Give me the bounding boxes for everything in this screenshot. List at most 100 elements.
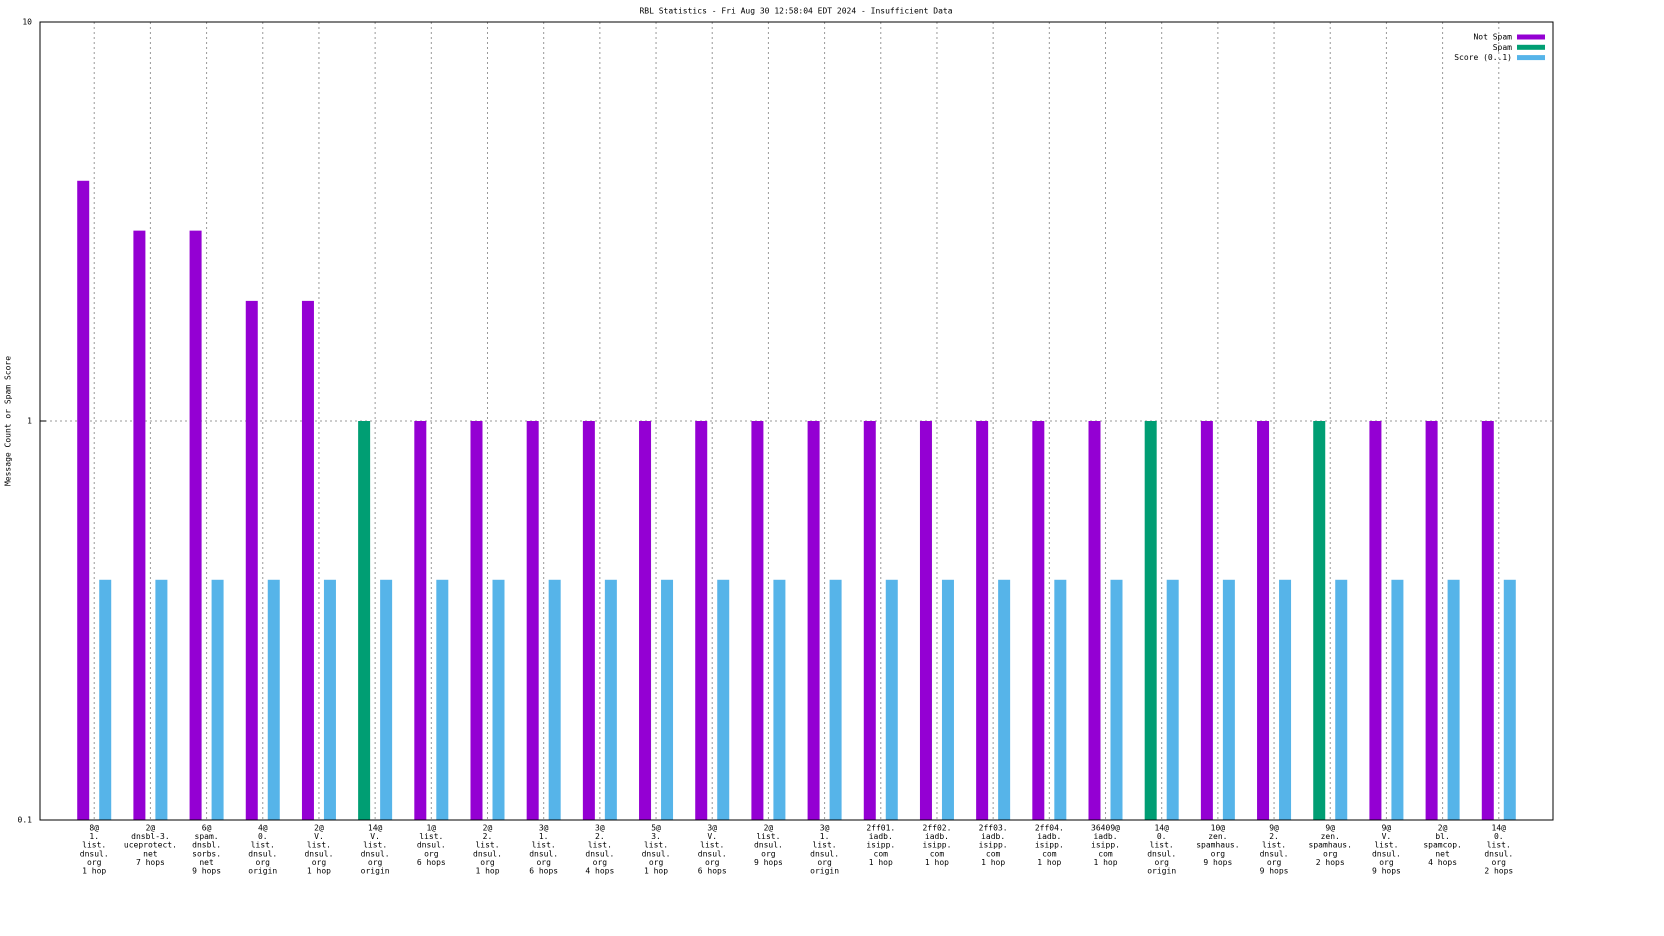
bar [358,421,371,820]
x-tick-label: 8@ [89,824,99,833]
bar [919,421,932,820]
x-tick-label: org [593,858,608,867]
x-tick-label: 3@ [539,824,549,833]
plot-frame [39,21,1554,821]
bar [1335,579,1348,820]
x-tick-label: iadb. [1093,832,1117,841]
x-tick-label: 9 hops [1203,858,1232,867]
x-tick-label: list. [307,841,331,850]
x-tick-label: dnsul. [529,849,558,858]
bar [323,579,336,820]
x-tick-label: org [1211,849,1226,858]
x-tick-label: iadb. [1037,832,1061,841]
x-tick-label: 6@ [202,824,212,833]
x-tick-label: uceprotect. [124,841,177,850]
bar [526,421,539,820]
bar [829,579,842,820]
x-tick-label: origin [248,867,277,876]
x-tick-label: 2ff02. [923,824,952,833]
x-tick-label: list. [1487,841,1511,850]
x-tick-label: spam. [195,832,219,841]
x-tick-label: isipp. [866,841,895,850]
bar [470,421,483,820]
legend-label: Spam [1493,43,1512,52]
x-tick-label: org [536,858,551,867]
x-tick-label: 1 hop [925,858,949,867]
x-tick-label: list. [1374,841,1398,850]
x-tick-label: 1 hop [981,858,1005,867]
bar [1144,421,1157,820]
bar [807,421,820,820]
bar [77,180,90,820]
y-axis-label: Message Count or Spam Score [4,356,13,486]
legend-label: Not Spam [1473,33,1512,42]
x-tick-label: org [256,858,271,867]
bar [267,579,280,820]
x-tick-label: 1 hop [644,867,668,876]
x-tick-label: isipp. [979,841,1008,850]
x-tick-label: 1 hop [82,867,106,876]
x-tick-label: V. [1382,832,1392,841]
x-tick-label: 7 hops [136,858,165,867]
x-tick-label: org [368,858,383,867]
x-tick-label: 14@ [1492,824,1507,833]
bar [436,579,449,820]
x-tick-label: origin [810,867,839,876]
x-tick-label: org [1267,858,1282,867]
x-tick-label: 2 hops [1484,867,1513,876]
x-tick-label: 9 hops [192,867,221,876]
x-tick-label: 36409@ [1091,824,1120,833]
legend-swatch [1517,34,1545,40]
x-tick-label: bl. [1435,832,1449,841]
bar [1088,421,1101,820]
x-tick-label: list. [756,832,780,841]
x-tick-label: 3@ [707,824,717,833]
bar [695,421,708,820]
bar [751,421,764,820]
x-tick-label: 9@ [1382,824,1392,833]
legend-label: Score (0..1) [1454,53,1512,62]
bar [1503,579,1516,820]
x-tick-label: 10@ [1211,824,1226,833]
bar [1425,421,1438,820]
bar [414,421,427,820]
x-tick-label: org [1323,849,1338,858]
x-tick-label: 9 hops [1372,867,1401,876]
bar [1369,421,1382,820]
bar [998,579,1011,820]
x-tick-label: dnsul. [754,841,783,850]
x-tick-label: spamhaus. [1309,841,1352,850]
x-tick-label: iadb. [925,832,949,841]
x-tick-label: list. [82,841,106,850]
bar [1391,579,1404,820]
x-tick-label: list. [363,841,387,850]
x-tick-label: 2@ [764,824,774,833]
x-tick-label: 3. [651,832,661,841]
x-tick-label: 1 hop [475,867,499,876]
x-tick-label: sorbs. [192,849,221,858]
x-tick-label: dnsbl. [192,841,221,850]
x-tick-label: origin [361,867,390,876]
x-tick-label: org [1154,858,1169,867]
x-tick-label: 2ff01. [866,824,895,833]
x-tick-label: 2@ [483,824,493,833]
x-tick-label: 0. [1494,832,1504,841]
x-tick-label: 1@ [426,824,436,833]
bar [133,230,146,821]
x-tick-label: 14@ [368,824,383,833]
x-tick-label: zen. [1321,832,1340,841]
y-tick-label: 10 [22,18,32,27]
x-tick-label: org [1379,858,1394,867]
x-tick-label: 3@ [595,824,605,833]
x-tick-label: dnsul. [1484,849,1513,858]
bar [1481,421,1494,820]
x-tick-label: list. [1262,841,1286,850]
x-tick-label: 9@ [1325,824,1335,833]
x-tick-label: net [143,849,158,858]
x-tick-label: org [1492,858,1507,867]
x-tick-label: 4@ [258,824,268,833]
x-tick-label: list. [475,841,499,850]
chart-title: RBL Statistics - Fri Aug 30 12:58:04 EDT… [639,7,952,16]
x-tick-label: dnsul. [248,849,277,858]
